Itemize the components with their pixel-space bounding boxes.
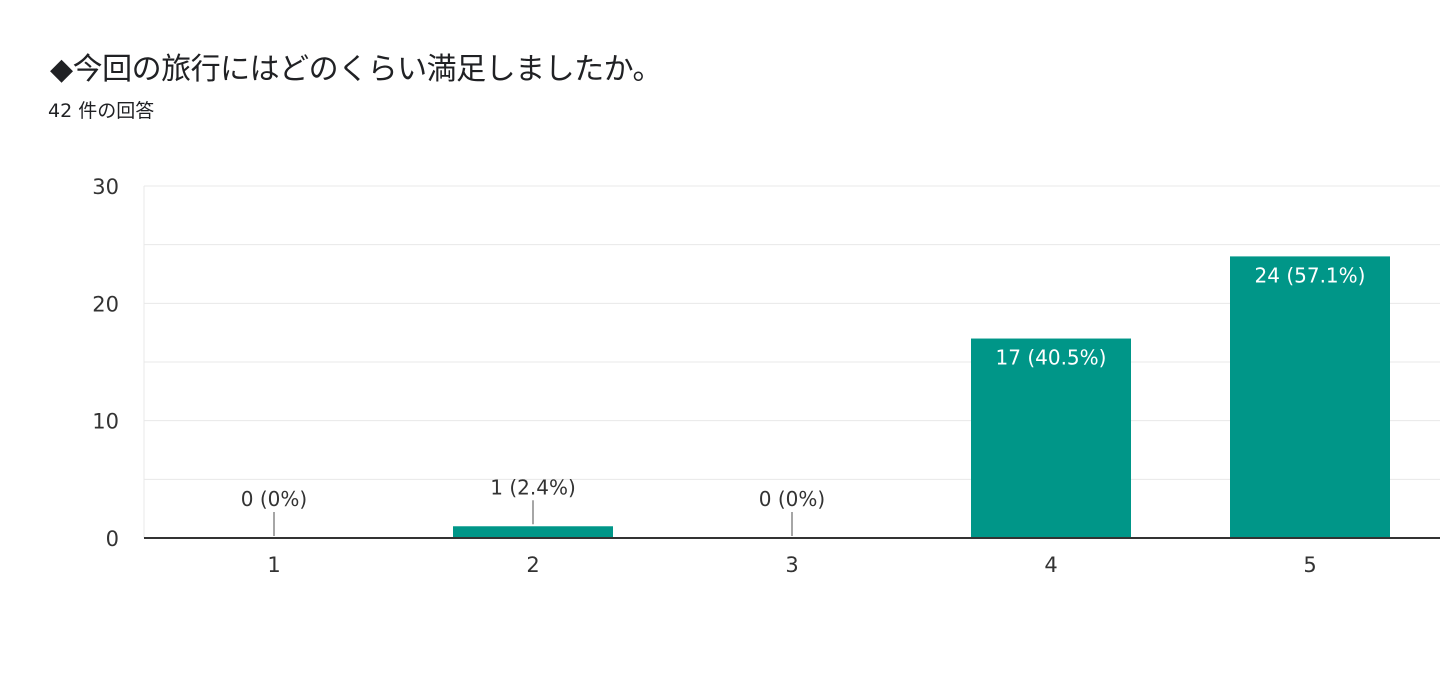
y-tick-label: 10 xyxy=(92,410,119,434)
x-tick-label: 3 xyxy=(785,553,798,577)
data-label: 1 (2.4%) xyxy=(490,475,576,499)
data-label: 0 (0%) xyxy=(241,487,307,511)
y-tick-label: 20 xyxy=(92,292,119,316)
bar xyxy=(1230,256,1390,538)
y-tick-label: 0 xyxy=(106,527,119,551)
x-tick-label: 5 xyxy=(1303,553,1316,577)
question-title: ◆今回の旅行にはどのくらい満足しましたか。 xyxy=(50,52,662,87)
bar xyxy=(453,526,613,538)
data-label: 0 (0%) xyxy=(759,487,825,511)
x-tick-label: 4 xyxy=(1044,553,1057,577)
y-tick-label: 30 xyxy=(92,175,119,199)
bar xyxy=(971,338,1131,538)
data-label: 24 (57.1%) xyxy=(1255,263,1366,287)
x-tick-label: 2 xyxy=(526,553,539,577)
response-count: 42 件の回答 xyxy=(48,100,155,122)
x-tick-label: 1 xyxy=(267,553,280,577)
data-label: 17 (40.5%) xyxy=(996,346,1107,370)
